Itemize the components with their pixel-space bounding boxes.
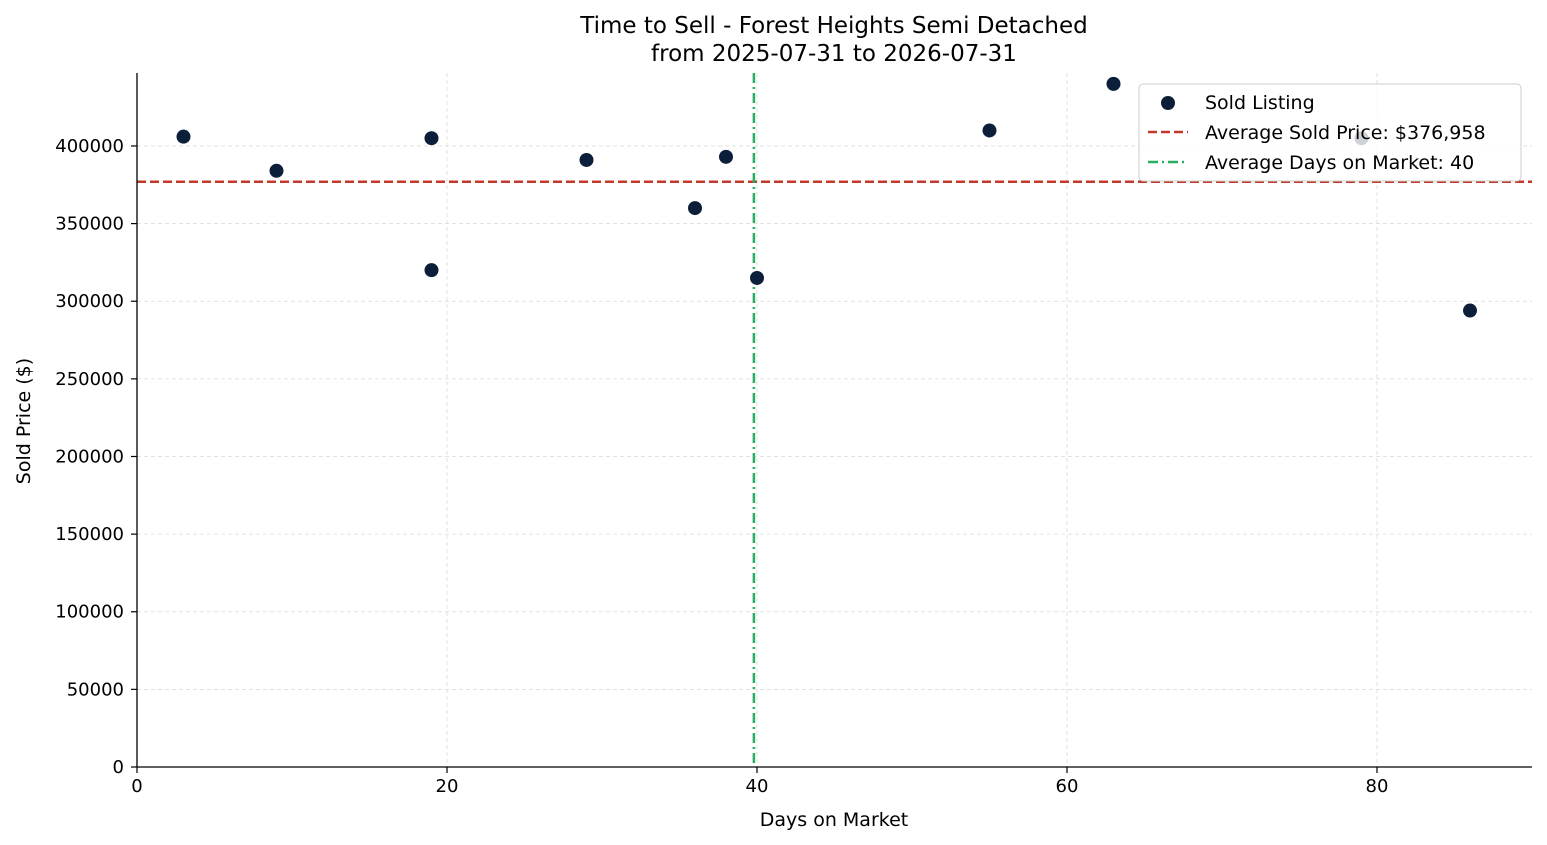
data-point xyxy=(269,163,284,178)
axes xyxy=(131,73,1532,773)
legend: Sold Listing Average Sold Price: $376,95… xyxy=(1138,83,1522,182)
y-tick-label: 200000 xyxy=(55,446,124,467)
y-tick-label: 300000 xyxy=(55,291,124,312)
data-point xyxy=(719,149,733,164)
data-point xyxy=(176,129,191,144)
y-tick-label: 100000 xyxy=(55,602,124,623)
x-tick-label: 20 xyxy=(436,776,459,797)
y-tick-label: 50000 xyxy=(67,679,124,700)
data-point xyxy=(1463,303,1477,318)
legend-box xyxy=(1138,83,1522,182)
data-point xyxy=(424,131,439,146)
x-axis-label: Days on Market xyxy=(760,809,908,831)
x-tick-label: 0 xyxy=(131,776,142,797)
chart-subtitle: from 2025-07-31 to 2026-07-31 xyxy=(651,41,1017,67)
data-point xyxy=(750,270,764,285)
chart-title: Time to Sell - Forest Heights Semi Detac… xyxy=(579,13,1087,39)
y-axis-label: Sold Price ($) xyxy=(13,358,35,484)
y-tick-label: 350000 xyxy=(55,214,124,235)
y-tick-label: 0 xyxy=(113,757,124,778)
data-points xyxy=(176,76,1477,318)
x-tick-label: 40 xyxy=(746,776,769,797)
x-tick-label: 80 xyxy=(1366,776,1389,797)
x-tick-label: 60 xyxy=(1056,776,1079,797)
legend-point-marker xyxy=(1161,96,1175,110)
legend-label-avg-price: Average Sold Price: $376,958 xyxy=(1205,122,1486,144)
y-tick-label: 250000 xyxy=(55,369,124,390)
reference-lines xyxy=(137,73,1532,767)
data-point xyxy=(424,263,439,278)
data-point xyxy=(688,201,702,216)
y-tick-label: 400000 xyxy=(55,136,124,157)
data-point xyxy=(982,123,997,138)
tick-labels: 0 20 40 60 80 0 50000 100000 150000 200000 250000 3… xyxy=(55,136,1388,797)
legend-label-avg-days: Average Days on Market: 40 xyxy=(1205,152,1474,174)
data-point xyxy=(1106,76,1121,91)
legend-label-sold-listing: Sold Listing xyxy=(1205,92,1315,114)
y-tick-label: 150000 xyxy=(55,524,124,545)
data-point xyxy=(579,152,594,167)
grid-lines xyxy=(137,73,1532,767)
